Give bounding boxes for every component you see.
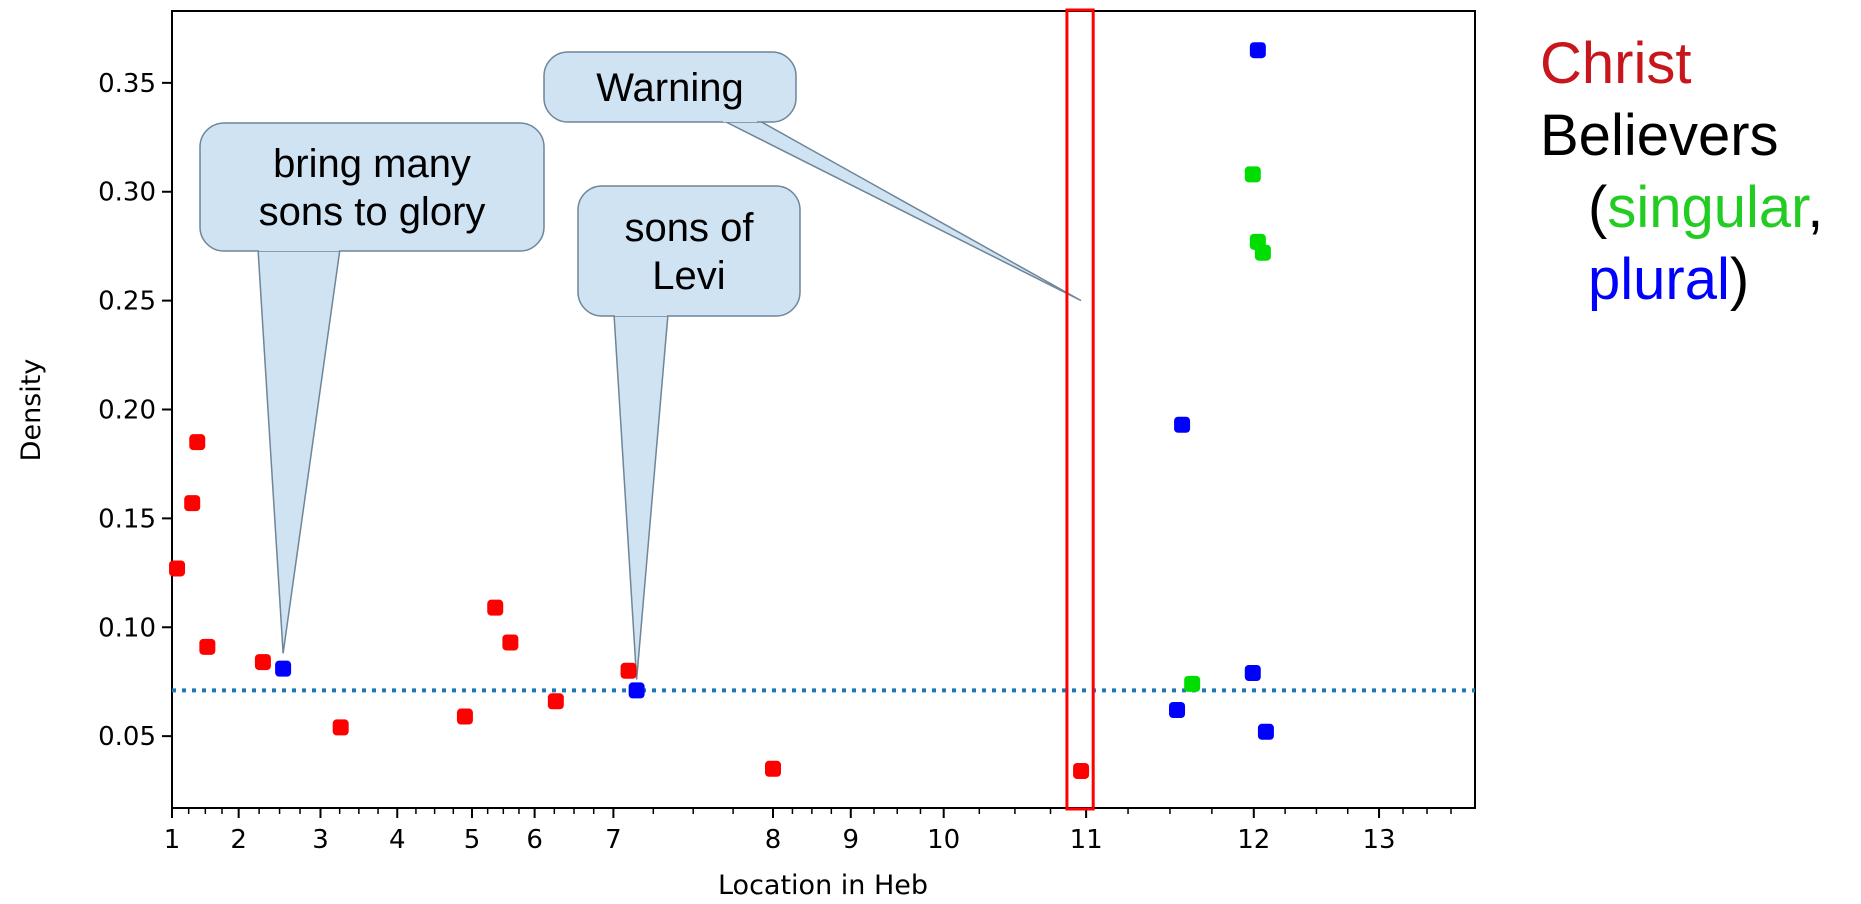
x-tick-label-0: 1 [164, 825, 181, 855]
point-s2-3 [1254, 244, 1271, 261]
callout-join [615, 311, 667, 316]
x-tick-label-10: 11 [1070, 825, 1103, 855]
point-s0-7 [487, 599, 504, 616]
y-tick-label-2: 0.15 [98, 504, 156, 534]
callout-box [199, 122, 545, 252]
point-s0-10 [620, 662, 637, 679]
callout-text-line: Warning [596, 66, 743, 110]
x-tick-label-12: 13 [1362, 825, 1395, 855]
x-axis-label: Location in Heb [718, 870, 928, 901]
y-tick-label-0: 0.05 [98, 722, 156, 752]
x-axis: 1 2 3 4 5 6 7 8 9 10 11 12 13 [164, 808, 1452, 855]
point-s1-2 [1174, 416, 1191, 433]
callout-pointer [613, 313, 669, 680]
callout-join [259, 246, 339, 251]
highlight-box [1065, 8, 1095, 811]
point-s0-8 [502, 634, 519, 651]
y-tick-label-4: 0.25 [98, 287, 156, 317]
x-tick-label-4: 5 [464, 825, 481, 855]
legend-comma: , [1807, 175, 1824, 240]
legend-open-paren: ( [1588, 175, 1608, 240]
callout-pointer [257, 248, 341, 654]
callout-text-line: bring many [273, 142, 471, 186]
y-tick-label-3: 0.20 [98, 396, 156, 426]
y-tick-label-6: 0.35 [98, 69, 156, 99]
x-tick-label-7: 8 [765, 825, 782, 855]
x-tick-label-2: 3 [312, 825, 329, 855]
point-s0-6 [456, 708, 473, 725]
point-s0-12 [1073, 762, 1090, 779]
y-axis-label: Density [16, 359, 47, 462]
data-points [169, 42, 1274, 779]
callout-pointer [721, 119, 1082, 302]
y-tick-label-5: 0.30 [98, 178, 156, 208]
callout-join [723, 117, 757, 122]
scatter-chart: 0.050.100.150.200.250.300.35 1 2 3 4 5 6 7 8 9 10… [16, 8, 1476, 901]
legend-plural: plural [1588, 247, 1730, 312]
point-s0-0 [169, 560, 186, 577]
point-s1-3 [1169, 702, 1186, 719]
point-s0-11 [764, 760, 781, 777]
point-s1-0 [275, 660, 292, 677]
legend-plural-row: plural) [1540, 244, 1823, 316]
point-s0-9 [547, 693, 564, 710]
callout-box [543, 51, 797, 123]
point-s1-6 [1257, 723, 1274, 740]
x-tick-label-9: 10 [927, 825, 960, 855]
legend-close-paren: ) [1729, 247, 1750, 312]
legend-singular: singular [1607, 175, 1808, 240]
callout-text-line: sons to glory [259, 190, 486, 234]
callout-2: Warning [543, 51, 1082, 302]
legend-singular-row: (singular, [1540, 172, 1823, 244]
point-s2-0 [1184, 675, 1201, 692]
point-s0-4 [254, 654, 271, 671]
x-tick-label-8: 9 [842, 825, 859, 855]
y-tick-label-1: 0.10 [98, 613, 156, 643]
x-tick-label-3: 4 [389, 825, 406, 855]
point-s0-1 [184, 495, 201, 512]
legend-believers: Believers [1540, 103, 1779, 168]
callout-text-line: Levi [652, 254, 725, 298]
x-tick-label-6: 7 [605, 825, 622, 855]
point-s0-2 [189, 434, 206, 451]
callout-text-line: sons of [625, 206, 755, 250]
point-s0-5 [332, 719, 349, 736]
point-s2-1 [1244, 166, 1261, 183]
y-axis: 0.05 0.10 0.15 0.20 0.25 0.30 0.35 [98, 69, 172, 752]
x-tick-label-1: 2 [230, 825, 247, 855]
x-tick-label-5: 6 [526, 825, 543, 855]
point-s1-5 [1249, 42, 1266, 59]
x-tick-label-11: 12 [1237, 825, 1270, 855]
legend: Christ Believers (singular, plural) [1540, 28, 1823, 316]
point-s1-4 [1244, 664, 1261, 681]
callout-box [577, 185, 801, 317]
legend-christ: Christ [1540, 31, 1692, 96]
point-s1-1 [628, 682, 645, 699]
point-s0-3 [199, 638, 216, 655]
